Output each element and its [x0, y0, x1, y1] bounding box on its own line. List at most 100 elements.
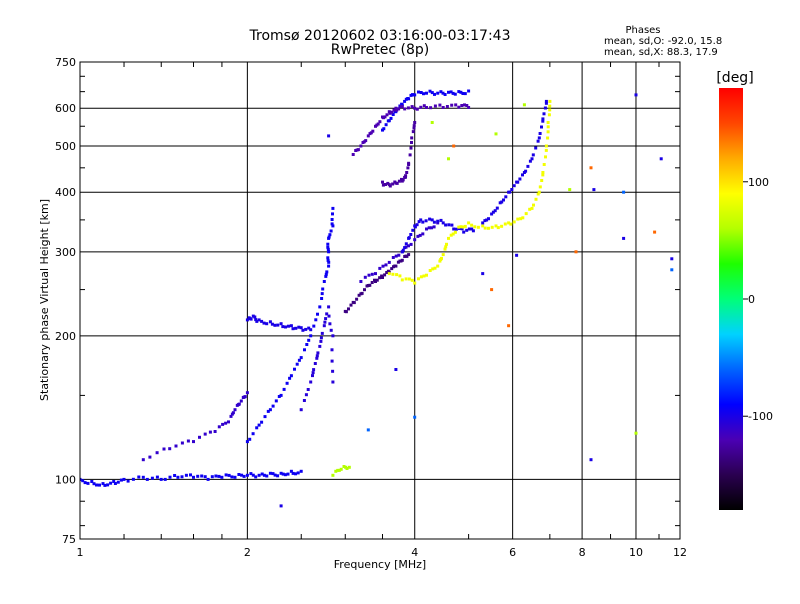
scatter-0-point-8 [634, 93, 638, 97]
trace-4-point-2-3 [316, 351, 320, 355]
trace-7-point-2-1 [413, 225, 417, 229]
trace-8-point-10-3 [503, 222, 507, 226]
trace-12-point-6-1 [411, 130, 415, 134]
trace-2-point-3-2 [273, 323, 277, 327]
trace-4-point-2 [313, 362, 317, 365]
trace-7-point-3-2 [424, 219, 428, 223]
trace-0-point-10 [220, 475, 224, 479]
trace-13-point-0-3 [337, 468, 341, 472]
trace-9-point-2-3 [504, 195, 508, 199]
trace-4-point-1-3 [312, 368, 316, 372]
trace-7-point-5-2 [447, 223, 451, 227]
trace-8-point-17 [546, 121, 550, 124]
trace-8-point-7 [457, 225, 461, 229]
trace-9-point-1-1 [491, 210, 495, 214]
trace-8-point-14-3 [541, 173, 545, 177]
trace-9-point-8 [541, 117, 545, 121]
trace-13-point-0 [331, 473, 335, 477]
trace-8-point-0-2 [395, 273, 399, 277]
trace-5-point-0-3 [349, 303, 353, 307]
trace-11-point-10-1 [445, 105, 449, 108]
trace-11-point-2-2 [369, 131, 373, 135]
scatter-3-point-3 [574, 250, 578, 254]
trace-0-point-14-3 [276, 474, 280, 478]
trace-1-point-1-1 [174, 444, 178, 448]
trace-9-point-2-1 [500, 200, 504, 204]
x-axis-label: Frequency [MHz] [334, 558, 426, 571]
scatter-1-point-1 [413, 415, 417, 419]
trace-10-point-4 [407, 97, 411, 101]
trace-0-point-6-1 [163, 477, 167, 481]
trace-0-point-12 [245, 473, 249, 477]
trace-7-point-7 [462, 230, 466, 234]
trace-7-point-0-1 [401, 248, 405, 252]
trace-9-point-3-1 [508, 190, 512, 194]
trace-12-point-3-1 [401, 178, 405, 182]
trace-8-point-0 [387, 272, 391, 276]
trace-1-point-2 [192, 440, 195, 444]
trace-8-point-17-2 [548, 108, 552, 112]
trace-3-point-2-3 [277, 395, 281, 398]
trace-0-point-13-3 [265, 474, 269, 478]
trace-8-point-8-2 [473, 225, 477, 229]
trace-0-point-14-2 [273, 473, 277, 477]
trace-12-point-6 [410, 136, 414, 140]
trace-8-point-9-1 [483, 226, 487, 230]
trace-8-point-6 [447, 236, 450, 240]
trace-12-point-6-2 [412, 126, 416, 130]
trace-11-point-9-3 [438, 103, 442, 107]
trace-12-point-2-3 [400, 177, 403, 181]
trace-11-point-5-1 [388, 111, 392, 115]
trace-11-point-0-3 [356, 148, 360, 152]
trace-6-point-1-3 [384, 263, 388, 267]
trace-4-point-5-2 [328, 322, 332, 326]
trace-0-point-6-2 [168, 475, 172, 479]
trace-9-point-6-1 [531, 153, 535, 157]
trace-3-point-3-3 [288, 376, 292, 380]
trace-10-point-3 [400, 103, 404, 107]
trace-3-point-8-3 [325, 270, 329, 274]
trace-9-point-0-1 [483, 219, 487, 223]
trace-4-point-1 [309, 380, 313, 384]
scatter-3-point-0 [452, 144, 456, 148]
data-points [80, 89, 674, 508]
trace-10-point-10 [467, 89, 471, 93]
trace-12-point-6-3 [412, 124, 416, 128]
trace-3-point-9-1 [327, 260, 331, 264]
trace-3-point-9 [327, 264, 331, 268]
colorbar-label: [deg] [716, 70, 753, 86]
trace-9-point-1 [490, 212, 494, 216]
trace-0-point-11-1 [237, 473, 241, 476]
trace-3-point-0-2 [251, 432, 255, 436]
trace-4-point-6-2 [330, 359, 334, 363]
trace-6-point-5-2 [430, 226, 433, 230]
y-tick-label-2: 200 [55, 330, 76, 343]
trace-5-point-8 [400, 258, 404, 262]
trace-10-point-8-2 [451, 91, 455, 95]
trace-0-point-15-2 [283, 473, 287, 477]
trace-1-point-2-1 [198, 435, 201, 439]
trace-9-point-5-3 [528, 159, 532, 163]
trace-8-point-4-1 [438, 259, 442, 263]
trace-9-point-0 [481, 221, 485, 225]
trace-7-point-1-2 [409, 233, 413, 236]
trace-6-point-1-2 [381, 264, 385, 268]
trace-0-point-16-2 [294, 472, 297, 476]
chart-subtitle: RwPretec (8p) [331, 42, 429, 58]
trace-3-point-3-1 [282, 387, 286, 391]
trace-0-point-9 [206, 477, 210, 481]
trace-10-point-6-1 [428, 89, 432, 93]
trace-1-point-5-3 [237, 402, 241, 406]
scatter-3-point-4 [589, 166, 593, 170]
trace-0-point-3-2 [116, 480, 120, 484]
trace-11-point-6-2 [397, 107, 401, 111]
trace-7-point-3 [419, 218, 423, 222]
trace-6-point-5-3 [432, 225, 436, 229]
trace-8-point-7-3 [463, 224, 467, 228]
y-tick-label-0: 75 [62, 533, 76, 546]
trace-2-point-4-3 [287, 324, 290, 328]
x-tick-labels: 1 2 4 6 8 10 12 [77, 546, 688, 559]
trace-3-point-11-2 [328, 233, 332, 237]
trace-0-point-9-1 [210, 475, 214, 479]
trace-4-point-3-2 [319, 336, 323, 340]
